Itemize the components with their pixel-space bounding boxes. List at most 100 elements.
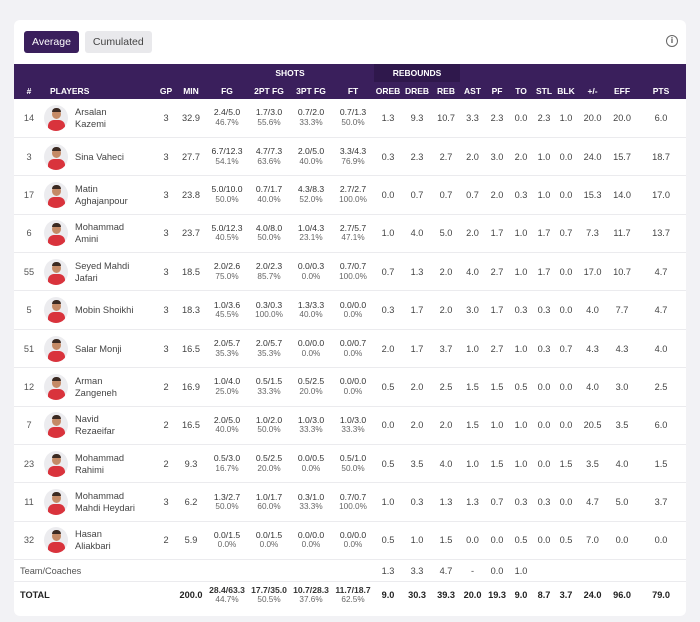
col-gp[interactable]: GP <box>156 82 176 99</box>
team-coaches-row: Team/Coaches 1.3 3.3 4.7 - 0.0 1.0 <box>14 559 687 583</box>
stat-gp: 2 <box>156 521 176 561</box>
col-ast[interactable]: AST <box>460 82 486 99</box>
stat-fg-pct: 40.0% <box>215 425 239 435</box>
col-pts[interactable]: PTS <box>636 82 687 99</box>
stat-blk: 0.0 <box>555 367 578 407</box>
stat-reb: 2.0 <box>432 252 461 292</box>
col-to[interactable]: TO <box>509 82 534 99</box>
stat-oreb: 2.0 <box>374 329 403 369</box>
stat-pts: 6.0 <box>636 406 687 446</box>
col-players[interactable]: PLAYERS <box>44 82 156 99</box>
player-avatar[interactable] <box>44 220 68 247</box>
player-row[interactable]: 6 Mohammad Amini 3 23.7 5.0/12.3 40.5% 4.0/8.… <box>14 214 687 254</box>
player-avatar[interactable] <box>44 104 68 131</box>
col-fg[interactable]: FG <box>206 82 248 99</box>
stat-3pt-fg-pct: 23.1% <box>299 233 323 243</box>
average-button[interactable]: Average <box>24 31 79 53</box>
player-name[interactable]: Mohammad Amini <box>75 221 124 245</box>
stat-2pt-fg-pct: 63.6% <box>257 156 281 166</box>
player-avatar[interactable] <box>44 450 68 477</box>
player-row[interactable]: 3 Sina Vaheci 3 27.7 6.7/12.3 54.1% 4.7/7.3 6… <box>14 137 687 177</box>
player-name[interactable]: Seyed Mahdi Jafari <box>75 260 129 284</box>
player-name-line1: Mohammad <box>75 491 125 502</box>
col-min[interactable]: MIN <box>176 82 206 99</box>
stat-dreb: 2.0 <box>402 406 433 446</box>
stat-ast: 1.5 <box>460 406 486 446</box>
col-stl[interactable]: STL <box>533 82 556 99</box>
stat-fg: 1.3/2.7 <box>213 491 241 502</box>
info-icon[interactable]: i <box>666 35 678 47</box>
stat-gp: 3 <box>156 175 176 215</box>
col-dreb[interactable]: DREB <box>402 82 433 99</box>
col-oreb[interactable]: OREB <box>374 82 403 99</box>
player-row[interactable]: 7 Navid Rezaeifar 2 16.5 2.0/5.0 40.0% 1.0/2.… <box>14 406 687 446</box>
cumulated-button[interactable]: Cumulated <box>84 31 152 53</box>
player-name[interactable]: Sina Vaheci <box>75 151 124 163</box>
stat-ast: 2.0 <box>460 137 486 177</box>
stat-fg: 0.0/1.5 <box>213 529 241 540</box>
player-name[interactable]: Mobin Shoikhi <box>75 304 133 316</box>
player-row[interactable]: 32 Hasan Aliakbari 2 5.9 0.0/1.5 0.0% 0.0/1.5… <box>14 521 687 561</box>
stat-to: 1.0 <box>509 214 534 254</box>
col-ft[interactable]: FT <box>332 82 375 99</box>
stat-blk: 0.0 <box>555 137 578 177</box>
player-avatar[interactable] <box>44 335 68 362</box>
total-plus-minus: 24.0 <box>583 590 602 601</box>
col-3pt-fg[interactable]: 3PT FG <box>290 82 332 99</box>
stat-ft: 0.7/0.7 <box>339 261 367 272</box>
stat-to: 2.0 <box>509 137 534 177</box>
stat-3pt-fg: 1.0/3.0 <box>297 414 325 425</box>
player-name[interactable]: Arsalan Kazemi <box>75 106 107 130</box>
stat-pts: 4.7 <box>636 252 687 292</box>
player-name-line1: Seyed Mahdi <box>75 260 130 271</box>
header-group-row: SHOTS REBOUNDS <box>14 64 687 82</box>
col-pf[interactable]: PF <box>485 82 510 99</box>
player-name[interactable]: Navid Rezaeifar <box>75 413 115 437</box>
player-avatar[interactable] <box>44 258 68 285</box>
stat-to: 1.0 <box>509 252 534 292</box>
stat-stl: 0.0 <box>533 406 556 446</box>
stat-gp: 3 <box>156 99 176 138</box>
player-row[interactable]: 17 Matin Aghajanpour 3 23.8 5.0/10.0 50.0% 0.… <box>14 175 687 215</box>
player-name[interactable]: Mohammad Mahdi Heydari <box>75 490 135 514</box>
col-blk[interactable]: BLK <box>555 82 578 99</box>
player-avatar[interactable] <box>44 143 68 170</box>
stat-blk: 0.0 <box>555 406 578 446</box>
player-name[interactable]: Matin Aghajanpour <box>75 183 128 207</box>
player-name[interactable]: Salar Monji <box>75 343 122 355</box>
col-plus-minus[interactable]: +/- <box>577 82 609 99</box>
player-row[interactable]: 5 Mobin Shoikhi 3 18.3 1.0/3.6 45.5% 0.3/0.3… <box>14 290 687 330</box>
player-avatar[interactable] <box>44 412 68 439</box>
stat-fg: 2.0/5.0 <box>213 414 241 425</box>
player-row[interactable]: 12 Arman Zangeneh 2 16.9 1.0/4.0 25.0% 0.5/1.… <box>14 367 687 407</box>
player-avatar[interactable] <box>44 181 68 208</box>
player-avatar[interactable] <box>44 527 68 554</box>
player-name[interactable]: Arman Zangeneh <box>75 375 117 399</box>
player-avatar[interactable] <box>44 297 68 324</box>
player-avatar[interactable] <box>44 373 68 400</box>
player-row[interactable]: 14 Arsalan Kazemi 3 32.9 2.4/5.0 46.7% 1.7/3.… <box>14 99 687 138</box>
stat-min: 23.7 <box>176 214 206 254</box>
player-row[interactable]: 55 Seyed Mahdi Jafari 3 18.5 2.0/2.6 75.0% 2.… <box>14 252 687 292</box>
player-row[interactable]: 23 Mohammad Rahimi 2 9.3 0.5/3.0 16.7% 0.5/2.… <box>14 444 687 484</box>
col-eff[interactable]: EFF <box>608 82 637 99</box>
stat-3pt-fg: 2.0/5.0 <box>297 146 325 157</box>
stat-3pt-fg-pct: 33.3% <box>299 425 323 435</box>
stat-dreb: 1.0 <box>402 521 433 561</box>
team-dreb: 3.3 <box>402 559 433 583</box>
stat-to: 0.0 <box>509 99 534 138</box>
player-name[interactable]: Mohammad Rahimi <box>75 452 124 476</box>
stat-plus-minus: 4.0 <box>577 367 609 407</box>
team-to: 1.0 <box>509 559 534 583</box>
player-name[interactable]: Hasan Aliakbari <box>75 528 111 552</box>
player-avatar[interactable] <box>44 489 68 516</box>
player-row[interactable]: 51 Salar Monji 3 16.5 2.0/5.7 35.3% 2.0/5.7 3… <box>14 329 687 369</box>
col-number[interactable]: # <box>14 82 44 99</box>
player-row[interactable]: 11 Mohammad Mahdi Heydari 3 6.2 1.3/2.7 50.0… <box>14 482 687 522</box>
jersey-number: 17 <box>14 175 44 215</box>
stat-reb: 1.3 <box>432 482 461 522</box>
player-name-line2: Mahdi Heydari <box>75 503 135 514</box>
col-2pt-fg[interactable]: 2PT FG <box>248 82 290 99</box>
col-reb[interactable]: REB <box>432 82 461 99</box>
stat-fg: 2.4/5.0 <box>213 107 241 118</box>
